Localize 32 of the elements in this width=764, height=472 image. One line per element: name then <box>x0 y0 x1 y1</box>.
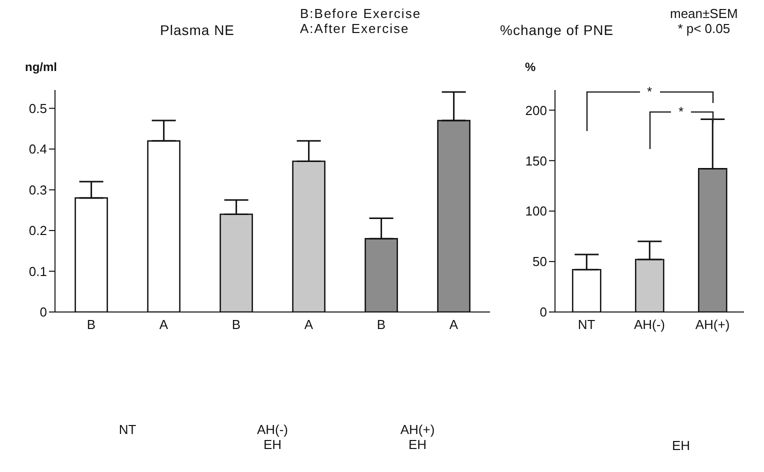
annotation: * <box>671 104 691 119</box>
x-tick-label: B <box>376 317 386 332</box>
text: AH(+) EH <box>399 422 436 452</box>
y-tick-label: 150 <box>525 153 547 168</box>
x-tick-label: AH(-) <box>634 317 666 332</box>
text: EH <box>670 438 692 453</box>
x-tick-label: A <box>304 317 314 332</box>
text: NT <box>118 422 138 437</box>
y-tick-label: 50 <box>532 254 547 270</box>
annotation: * <box>640 84 660 99</box>
y-axis-title: % <box>525 60 536 74</box>
y-tick-label: 0.4 <box>28 142 47 157</box>
x-tick-label: A <box>159 317 168 332</box>
y-axis-title: ng/ml <box>25 60 57 74</box>
y-tick-label: 100 <box>525 204 547 219</box>
y-tick-label: 0.2 <box>28 223 47 238</box>
y-tick-label: 0.5 <box>28 100 47 116</box>
y-tick-label: 0.1 <box>28 264 47 279</box>
x-tick-label: B <box>232 317 241 332</box>
text: mean±SEM * p< 0.05 <box>670 6 738 36</box>
x-tick-label: A <box>449 317 458 332</box>
text: B:Before Exercise A:After Exercise <box>300 6 422 36</box>
text: AH(-) EH <box>256 422 290 452</box>
y-tick-label: 0 <box>540 304 547 320</box>
chart-title: %change of PNE <box>500 22 614 38</box>
y-tick-label: 0 <box>40 304 47 320</box>
x-tick-label: B <box>86 317 96 332</box>
x-tick-label: AH(+) <box>695 317 730 332</box>
chart-title: Plasma NE <box>160 22 235 38</box>
y-tick-label: 0.3 <box>28 182 47 198</box>
y-tick-label: 200 <box>525 102 547 118</box>
x-tick-label: NT <box>578 317 596 332</box>
